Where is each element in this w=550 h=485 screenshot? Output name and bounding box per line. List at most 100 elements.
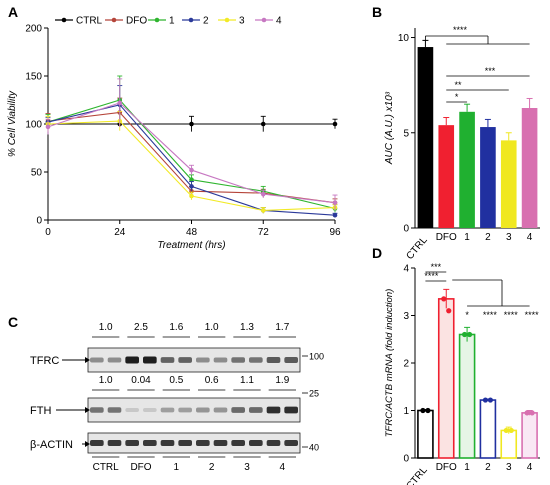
panel-label-d: D — [372, 245, 382, 261]
panel-c-band — [178, 407, 192, 413]
panel-d-bar-2 — [479, 399, 497, 459]
panel-b-bracket-0-label: **** — [453, 25, 468, 35]
panel-c-band — [213, 357, 228, 363]
panel-d-y-tick-label: 1 — [403, 406, 409, 417]
panel-a-x-tick-label: 48 — [186, 227, 198, 238]
panel-b-bar-ctrl — [417, 47, 434, 228]
panel-d-bar-ctrl — [417, 409, 434, 459]
panel-label-b: B — [372, 4, 382, 20]
panel-a-point-4 — [332, 200, 338, 206]
panel-c-band — [249, 407, 263, 413]
panel-d-bar-3 — [500, 429, 518, 459]
panel-a-point-4 — [189, 167, 194, 173]
panel-c-band — [107, 407, 122, 413]
panel-a-point-ctrl — [260, 121, 266, 127]
panel-a-legend-label-dfo: DFO — [126, 16, 147, 27]
panel-a-x-tick-label: 24 — [114, 227, 126, 238]
panel-a-legend-marker-2 — [188, 17, 194, 23]
panel-c-group-label: 3 — [244, 462, 250, 473]
panel-a-point-4 — [45, 124, 51, 130]
panel-a-series — [45, 75, 338, 218]
panel-b-bar-3 — [500, 140, 517, 228]
panel-c-band — [249, 440, 263, 446]
panel-a-legend-marker-1 — [154, 17, 160, 23]
panel-c-marker-label: 40 — [309, 443, 319, 453]
panel-a-legend-marker-dfo — [111, 17, 117, 23]
panel-label-a: A — [8, 4, 18, 20]
panel-c-band — [107, 440, 122, 446]
panel-a-x-axis-label: Treatment (hrs) — [157, 240, 225, 251]
panel-a-point-2 — [332, 212, 338, 218]
panel-c-band — [213, 440, 228, 446]
panel-d-point-3 — [508, 427, 514, 434]
panel-c-band — [178, 440, 192, 446]
panel-c-band — [160, 357, 175, 363]
panel-d-point-dfo — [441, 296, 447, 302]
panel-d-point-ctrl — [425, 407, 431, 414]
panel-d-significance-label: **** — [483, 310, 498, 320]
panel-c-tfrc-value: 1.3 — [240, 322, 254, 333]
panel-c-band — [178, 357, 192, 363]
panel-b-bar-2 — [480, 127, 496, 228]
panel-c-band — [266, 440, 281, 446]
panel-c-row-arrowhead — [85, 357, 90, 363]
panel-c-row-label: FTH — [30, 405, 51, 417]
panel-d-point-4 — [524, 410, 530, 416]
panel-c-fth-value: 1.9 — [275, 375, 289, 386]
panel-c-fth-value: 0.04 — [131, 375, 151, 386]
panel-b-bar-dfo — [438, 125, 455, 228]
panel-a-y-tick-label: 100 — [25, 120, 42, 131]
panel-b-bracket-2-label: ** — [454, 80, 462, 90]
panel-c-row-label: β-ACTIN — [30, 439, 73, 451]
panel-c-tfrc-value: 1.0 — [205, 322, 219, 333]
panel-c-fth-value: 0.5 — [169, 375, 183, 386]
panel-c-tfrc-value: 1.7 — [275, 322, 289, 333]
panel-d-y-axis-label: TFRC/ACTB mRNA (fold induction) — [384, 289, 395, 438]
panel-a-point-ctrl — [189, 121, 194, 127]
panel-a-x-tick-label: 72 — [258, 227, 270, 238]
panel-a-point-3 — [260, 208, 266, 213]
panel-c-blot-strip-fth — [87, 397, 301, 423]
panel-c-tfrc-value: 2.5 — [134, 322, 148, 333]
panel-d-x-tick-label-1: 1 — [464, 462, 470, 473]
panel-d-significance-label: * — [465, 310, 469, 320]
panel-a-y-tick-label: 0 — [36, 216, 42, 227]
panel-c-band — [90, 440, 104, 446]
panel-a-point-4 — [117, 100, 123, 106]
panel-b-x-tick-label-dfo: DFO — [436, 232, 457, 243]
panel-c-marker-label: 25 — [309, 389, 319, 399]
panel-a-legend-marker-4 — [261, 17, 267, 23]
panel-c-band — [125, 440, 139, 446]
panel-d-y-axis-label-text: TFRC/ACTB mRNA (fold induction) — [384, 289, 395, 438]
panel-a-point-ctrl — [332, 121, 338, 127]
panel-a-legend: CTRL DFO 1 2 3 4 — [55, 16, 282, 27]
panel-d-point-2 — [487, 397, 494, 403]
panel-b-y-tick-label: 10 — [398, 33, 410, 44]
panel-c-marker-label: 100 — [309, 352, 324, 362]
panel-b-bracket-1-label: * — [455, 92, 459, 102]
panel-c-band — [90, 357, 104, 363]
panel-label-c: C — [8, 314, 18, 330]
panel-c-band — [125, 408, 139, 412]
panel-a-y-axis-label: % Cell Viability — [7, 90, 18, 157]
panel-a-legend-label-1: 1 — [169, 16, 175, 27]
panel-b-y-tick-label: 5 — [403, 128, 409, 139]
panel-d-bar-1 — [458, 333, 476, 459]
panel-b-x-tick-label-3: 3 — [506, 232, 512, 243]
panel-c-band — [143, 408, 157, 412]
panel-c-band — [231, 440, 245, 446]
panel-c-western-blot: 1.0 2.5 1.6 1.0 1.3 1.7 1.0 0.04 0.5 0.6 1.1 1.9 CTR… — [30, 322, 324, 473]
panel-a-legend-label-ctrl: CTRL — [76, 16, 103, 27]
panel-b-x-tick-label-1: 1 — [464, 232, 470, 243]
panel-a-y-tick-label: 50 — [31, 168, 43, 179]
panel-c-band — [143, 356, 157, 364]
panel-c-row-arrowhead — [85, 441, 90, 447]
panel-a-x-tick-label: 96 — [329, 227, 341, 238]
panel-d-x-tick-label-ctrl: CTRL — [404, 465, 429, 485]
panel-c-fth-value: 1.1 — [240, 375, 254, 386]
panel-a-legend-label-3: 3 — [239, 16, 245, 27]
panel-c-band — [107, 357, 122, 363]
panel-d-point-4 — [529, 410, 535, 416]
panel-a-legend-label-2: 2 — [203, 16, 209, 27]
panel-b-x-tick-label-4: 4 — [527, 232, 533, 243]
